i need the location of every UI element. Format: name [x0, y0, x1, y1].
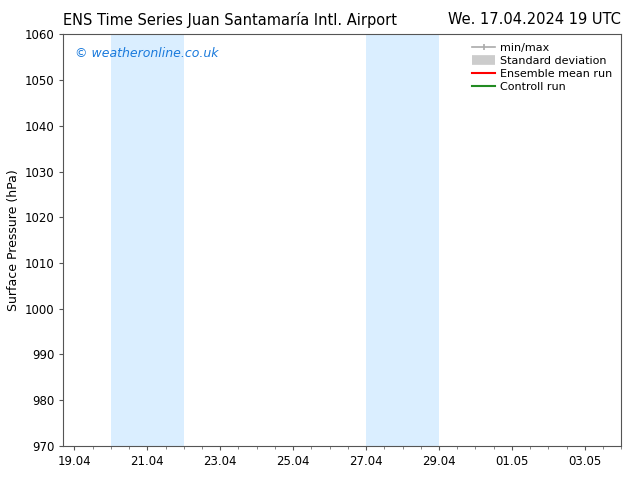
- Text: © weatheronline.co.uk: © weatheronline.co.uk: [75, 47, 218, 60]
- Bar: [366, 34, 439, 446]
- Text: ENS Time Series Juan Santamaría Intl. Airport: ENS Time Series Juan Santamaría Intl. Ai…: [63, 12, 398, 28]
- Bar: [111, 34, 184, 446]
- Y-axis label: Surface Pressure (hPa): Surface Pressure (hPa): [8, 169, 20, 311]
- Legend: min/max, Standard deviation, Ensemble mean run, Controll run: min/max, Standard deviation, Ensemble me…: [469, 40, 616, 95]
- Text: We. 17.04.2024 19 UTC: We. 17.04.2024 19 UTC: [448, 12, 621, 27]
